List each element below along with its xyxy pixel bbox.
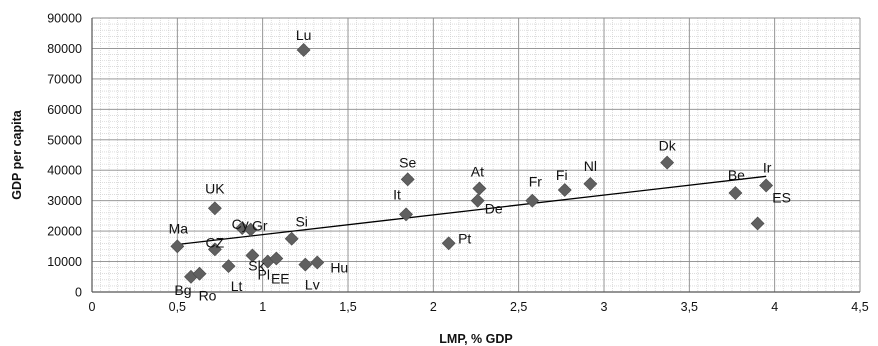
point-label-se: Se [399,154,416,170]
point-label-uk: UK [205,180,225,196]
trendline-group [177,175,767,246]
y-tick-label: 20000 [47,225,82,239]
point-se [400,172,415,187]
point-label-dk: Dk [659,138,677,154]
y-tick-label: 90000 [47,12,82,26]
y-tick-label: 50000 [47,133,82,147]
point-label-at: At [471,163,484,179]
point-label-fr: Fr [529,174,543,190]
point-labels: Lu Se Dk Ir Be ES Nl Fi Fr At De It Pt UK Cy Gr Si Ma CZ Sk… [169,27,791,304]
point-label-ee: EE [271,271,290,287]
point-label-lv: Lv [305,277,320,293]
point-label-be: Be [728,167,745,183]
point-label-es: ES [772,190,791,206]
y-tick-label: 60000 [47,103,82,117]
point-label-pt: Pt [458,230,471,246]
point-be [728,186,743,200]
point-lt [221,259,236,274]
point-label-it: It [393,186,401,202]
point-label-cz: CZ [206,234,225,250]
y-axis-title: GDP per capita [10,109,24,199]
point-cz [207,242,222,257]
x-tick-label: 0 [89,300,96,314]
x-tick-label: 1 [259,300,266,314]
point-si [284,231,299,246]
x-tick-label: 2,5 [510,300,527,314]
y-tick-label: 70000 [47,72,82,86]
y-tick-label: 30000 [47,194,82,208]
axes [91,18,860,293]
trendline [177,175,767,246]
point-label-hu: Hu [330,259,348,275]
y-tick-label: 0 [75,286,82,300]
x-tick-label: 2 [430,300,437,314]
x-axis-title: LMP, % GDP [439,332,512,346]
point-label-pl: Pl [258,267,270,283]
point-label-si: Si [295,214,307,230]
point-uk [207,201,222,216]
y-tick-label: 10000 [47,255,82,269]
point-lu [296,43,311,57]
point-ee [269,251,284,266]
point-cy [235,221,250,235]
point-ro [192,266,207,281]
point-label-nl: Nl [584,158,597,174]
x-tick-label: 4 [771,300,778,314]
point-label-gr: Gr [252,218,268,234]
y-tick-label: 40000 [47,164,82,178]
point-sk [245,248,260,263]
point-fi [557,183,572,197]
point-label-ir: Ir [763,159,772,175]
point-ir [759,178,774,193]
point-lv [298,257,313,272]
point-label-lu: Lu [296,27,312,43]
point-de [470,193,485,208]
point-label-fi: Fi [556,167,568,183]
point-gr [243,222,258,237]
y-tick-label: 80000 [47,42,82,56]
x-tick-label: 0,5 [169,300,186,314]
point-dk [660,155,675,170]
point-ma [170,239,185,254]
x-tick-label: 4,5 [851,300,868,314]
x-tick-label: 3 [601,300,608,314]
x-tick-label: 1,5 [339,300,356,314]
minor-grid [92,18,860,292]
point-fr [525,193,540,208]
point-label-bg: Bg [174,282,191,298]
point-hu [310,255,325,270]
point-label-lt: Lt [231,278,243,294]
x-tick-labels: 0 0,5 1 1,5 2 2,5 3 3,5 4 4,5 [89,300,869,314]
data-points [170,43,774,284]
point-label-ro: Ro [199,288,217,304]
point-label-ma: Ma [169,220,189,236]
point-it [399,207,413,222]
point-label-cy: Cy [232,216,249,232]
y-tick-labels: 0 10000 20000 30000 40000 50000 60000 70000 8000… [47,12,82,300]
x-tick-label: 3,5 [681,300,698,314]
point-at [472,181,487,196]
point-es [750,216,765,231]
point-label-sk: Sk [248,257,265,273]
point-pt [441,236,456,251]
point-label-de: De [485,201,503,217]
point-nl [583,176,598,191]
